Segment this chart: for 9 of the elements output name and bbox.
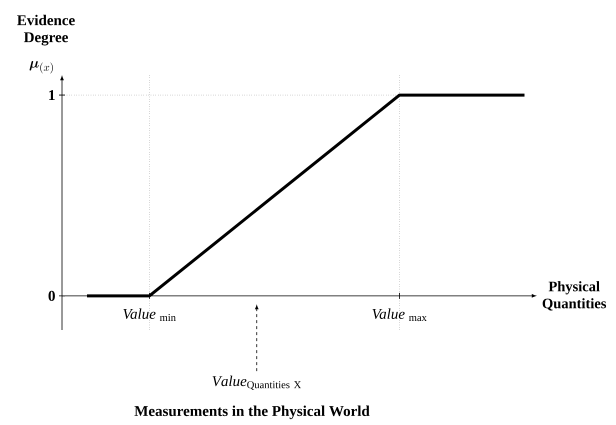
x-tick-label: Value $_{max}$ [372, 308, 427, 322]
y-axis-title: Evidence Degree [17, 14, 75, 46]
y-tick-label: 0 [48, 290, 55, 301]
y-tick-label: 1 [49, 90, 55, 100]
text: Measurements in the Physical World [134, 406, 370, 420]
x-axis-title: Physical Quantities [542, 281, 606, 311]
text: $\mathit{Value}_{\mathrm{Quantities\ X}}$ [212, 376, 302, 390]
x-tick-label: Value $_{min}$ [123, 308, 176, 321]
text: $\boldsymbol{\mu}_{(x)}$ [30, 60, 53, 74]
